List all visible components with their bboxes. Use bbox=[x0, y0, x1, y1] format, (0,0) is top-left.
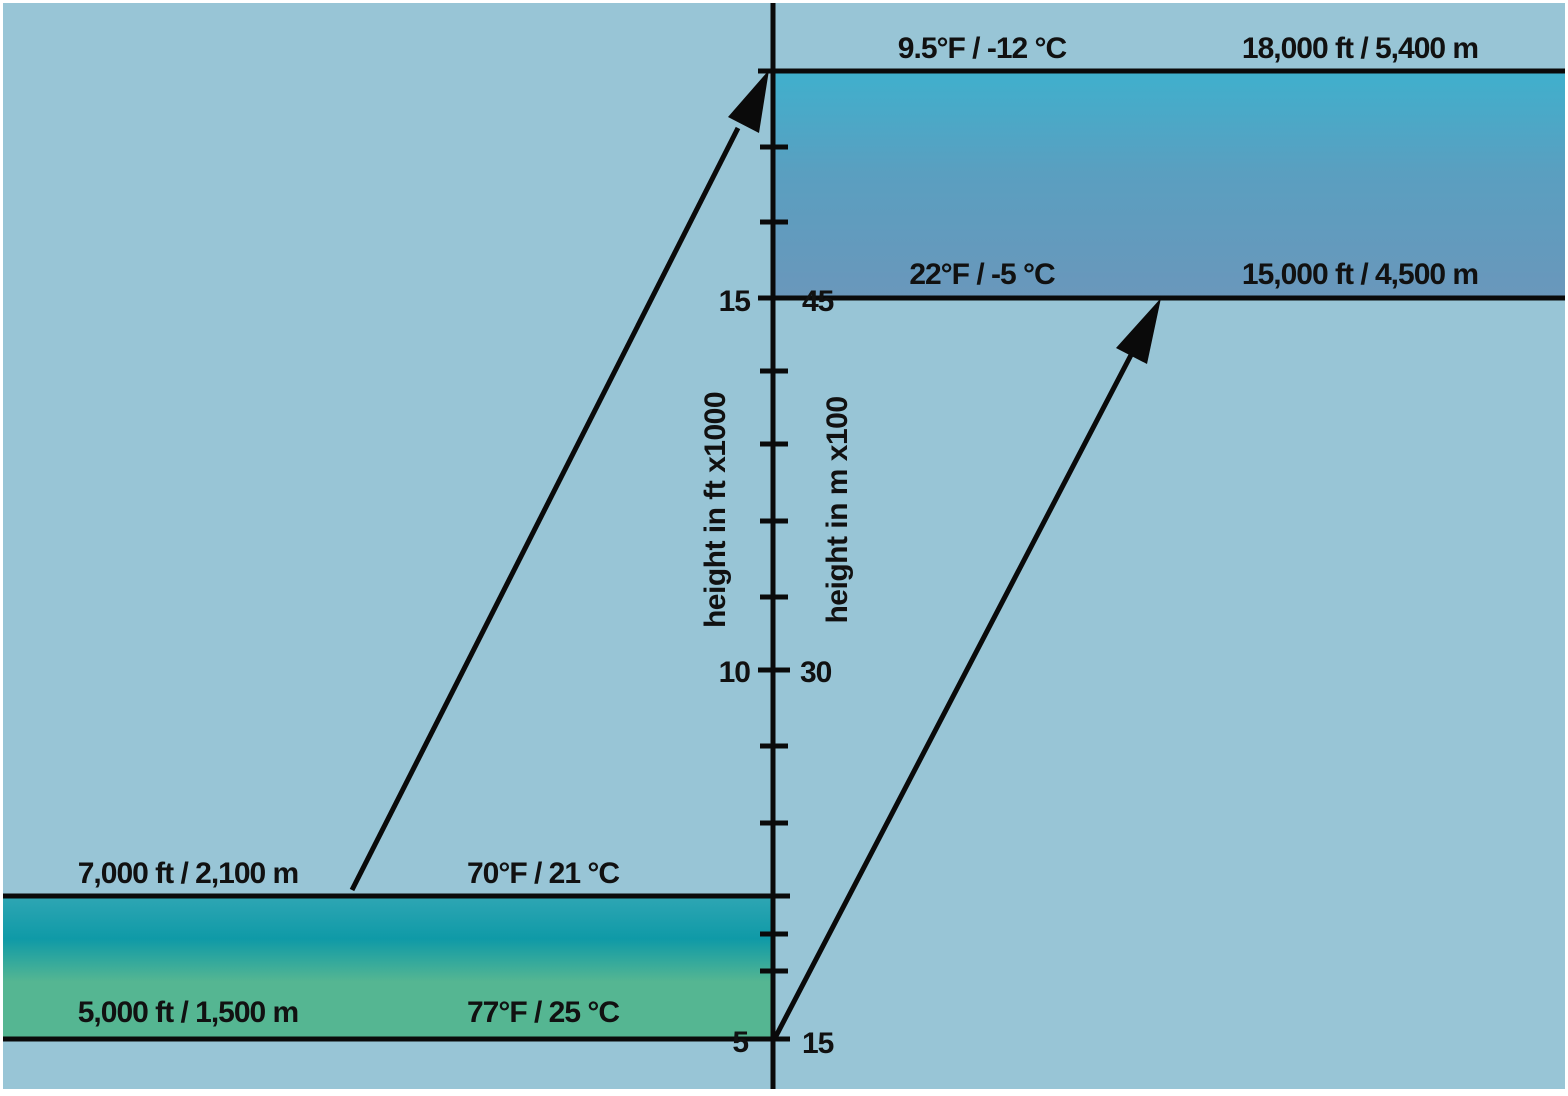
rising-air-arrow-left bbox=[349, 70, 769, 892]
high-layer-top-temp-label: 9.5°F / -12 °C bbox=[898, 32, 1067, 65]
right-axis-title: height in m x100 bbox=[821, 396, 854, 623]
left-tick-label-15: 15 bbox=[719, 285, 751, 318]
rising-air-arrow-right bbox=[772, 298, 1161, 1040]
left-tick-label-10: 10 bbox=[719, 656, 751, 689]
axis-major-ticks bbox=[758, 295, 790, 1042]
high-air-layer bbox=[773, 71, 1565, 298]
axis-minor-ticks bbox=[760, 144, 788, 974]
right-tick-label-45: 45 bbox=[802, 285, 834, 318]
left-tick-label-5: 5 bbox=[732, 1026, 748, 1059]
right-tick-label-15: 15 bbox=[802, 1027, 834, 1060]
low-layer-bottom-height-label: 5,000 ft / 1,500 m bbox=[78, 996, 298, 1029]
low-air-layer bbox=[3, 896, 773, 1039]
left-axis-title: height in ft x1000 bbox=[699, 392, 732, 628]
right-tick-label-30: 30 bbox=[800, 656, 832, 689]
arrow-head-icon bbox=[728, 70, 769, 133]
low-layer-top-height-label: 7,000 ft / 2,100 m bbox=[78, 857, 298, 890]
low-layer-top-temp-label: 70°F / 21 °C bbox=[467, 857, 619, 890]
high-layer-top-height-label: 18,000 ft / 5,400 m bbox=[1242, 32, 1478, 65]
low-layer-bottom-temp-label: 77°F / 25 °C bbox=[467, 996, 619, 1029]
arrow-head-icon bbox=[1116, 298, 1161, 364]
high-layer-bottom-temp-label: 22°F / -5 °C bbox=[909, 258, 1055, 291]
high-layer-bottom-height-label: 15,000 ft / 4,500 m bbox=[1242, 258, 1478, 291]
